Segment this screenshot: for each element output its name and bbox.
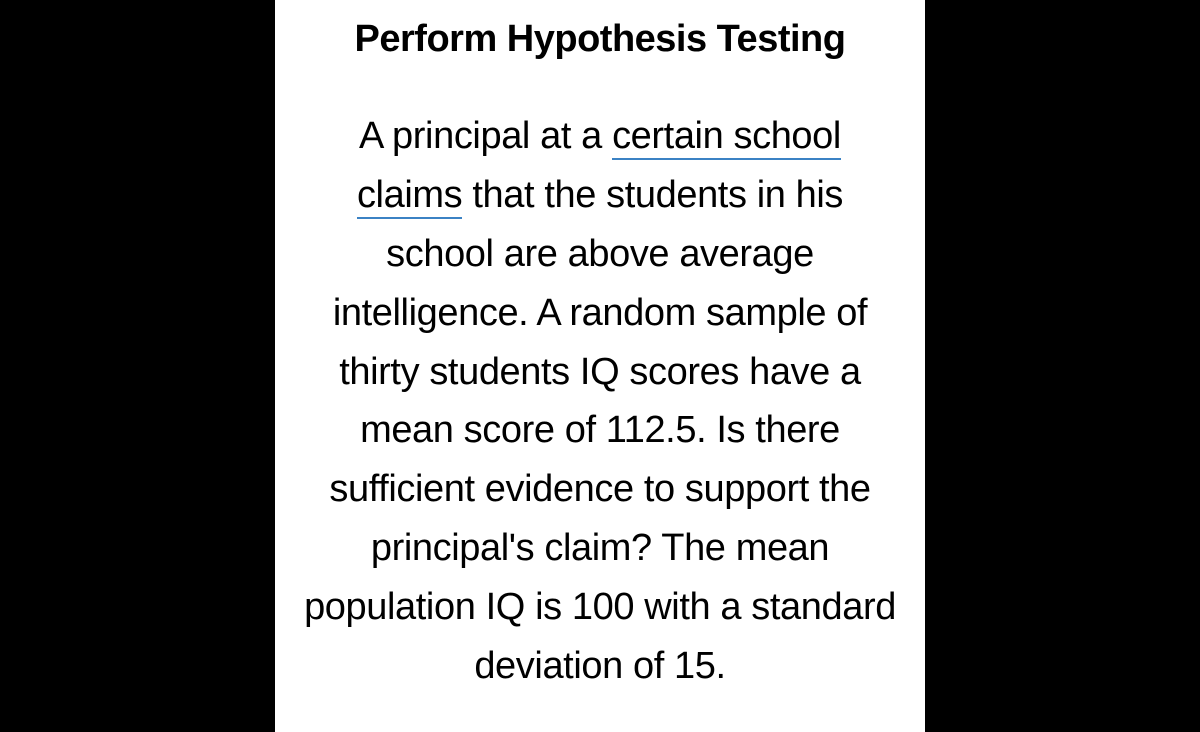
problem-statement: A principal at a certain school claims t…	[303, 107, 897, 696]
body-text-post: that the students in his school are abov…	[304, 174, 896, 687]
body-text-pre: A principal at a	[359, 115, 612, 157]
document-page: Perform Hypothesis Testing A principal a…	[275, 0, 925, 732]
page-title: Perform Hypothesis Testing	[303, 18, 897, 61]
